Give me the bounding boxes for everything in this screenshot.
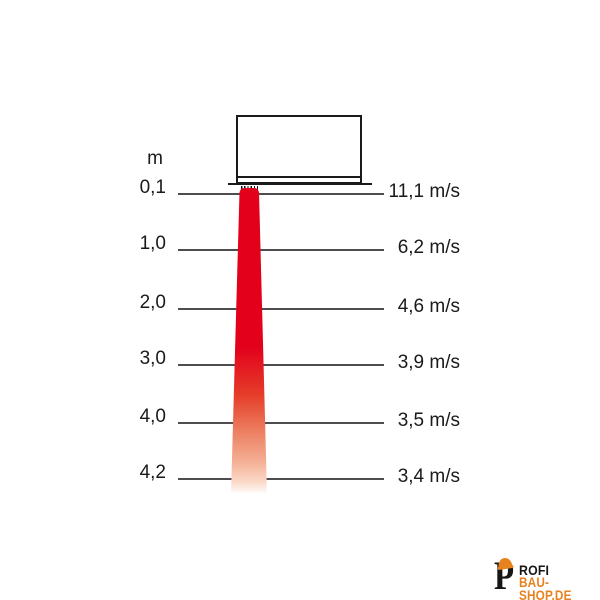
distance-line <box>178 308 384 310</box>
logo-name-text: ROFI <box>519 562 550 578</box>
distance-label: 4,0 <box>139 405 166 427</box>
distance-line <box>178 249 384 251</box>
distance-line <box>178 422 384 424</box>
velocity-label: 4,6 m/s <box>397 296 460 318</box>
logo-domain-text: BAU-SHOP.DE <box>519 574 572 600</box>
distance-label: 4,2 <box>139 461 166 483</box>
distance-label: 2,0 <box>139 291 166 313</box>
watermark-logo: P ROFI BAU-SHOP.DE <box>494 556 594 600</box>
distance-line <box>178 478 384 480</box>
distance-line <box>178 193 384 195</box>
heater-base-line <box>236 176 362 178</box>
unit-label: m <box>147 148 163 169</box>
velocity-label: 3,9 m/s <box>397 352 460 374</box>
velocity-label: 3,4 m/s <box>397 466 460 488</box>
distance-line <box>178 364 384 366</box>
distance-label: 1,0 <box>139 232 166 254</box>
heater-flange <box>228 182 372 185</box>
velocity-label: 3,5 m/s <box>397 410 460 432</box>
heater-unit-outline <box>236 115 362 184</box>
air-stream-beam <box>231 188 267 494</box>
velocity-label: 11,1 m/s <box>388 181 460 203</box>
distance-label: 0,1 <box>139 176 166 198</box>
distance-label: 3,0 <box>139 347 166 369</box>
air-outlet-grille <box>241 186 258 190</box>
velocity-label: 6,2 m/s <box>397 237 460 259</box>
hard-hat-icon <box>496 557 514 570</box>
